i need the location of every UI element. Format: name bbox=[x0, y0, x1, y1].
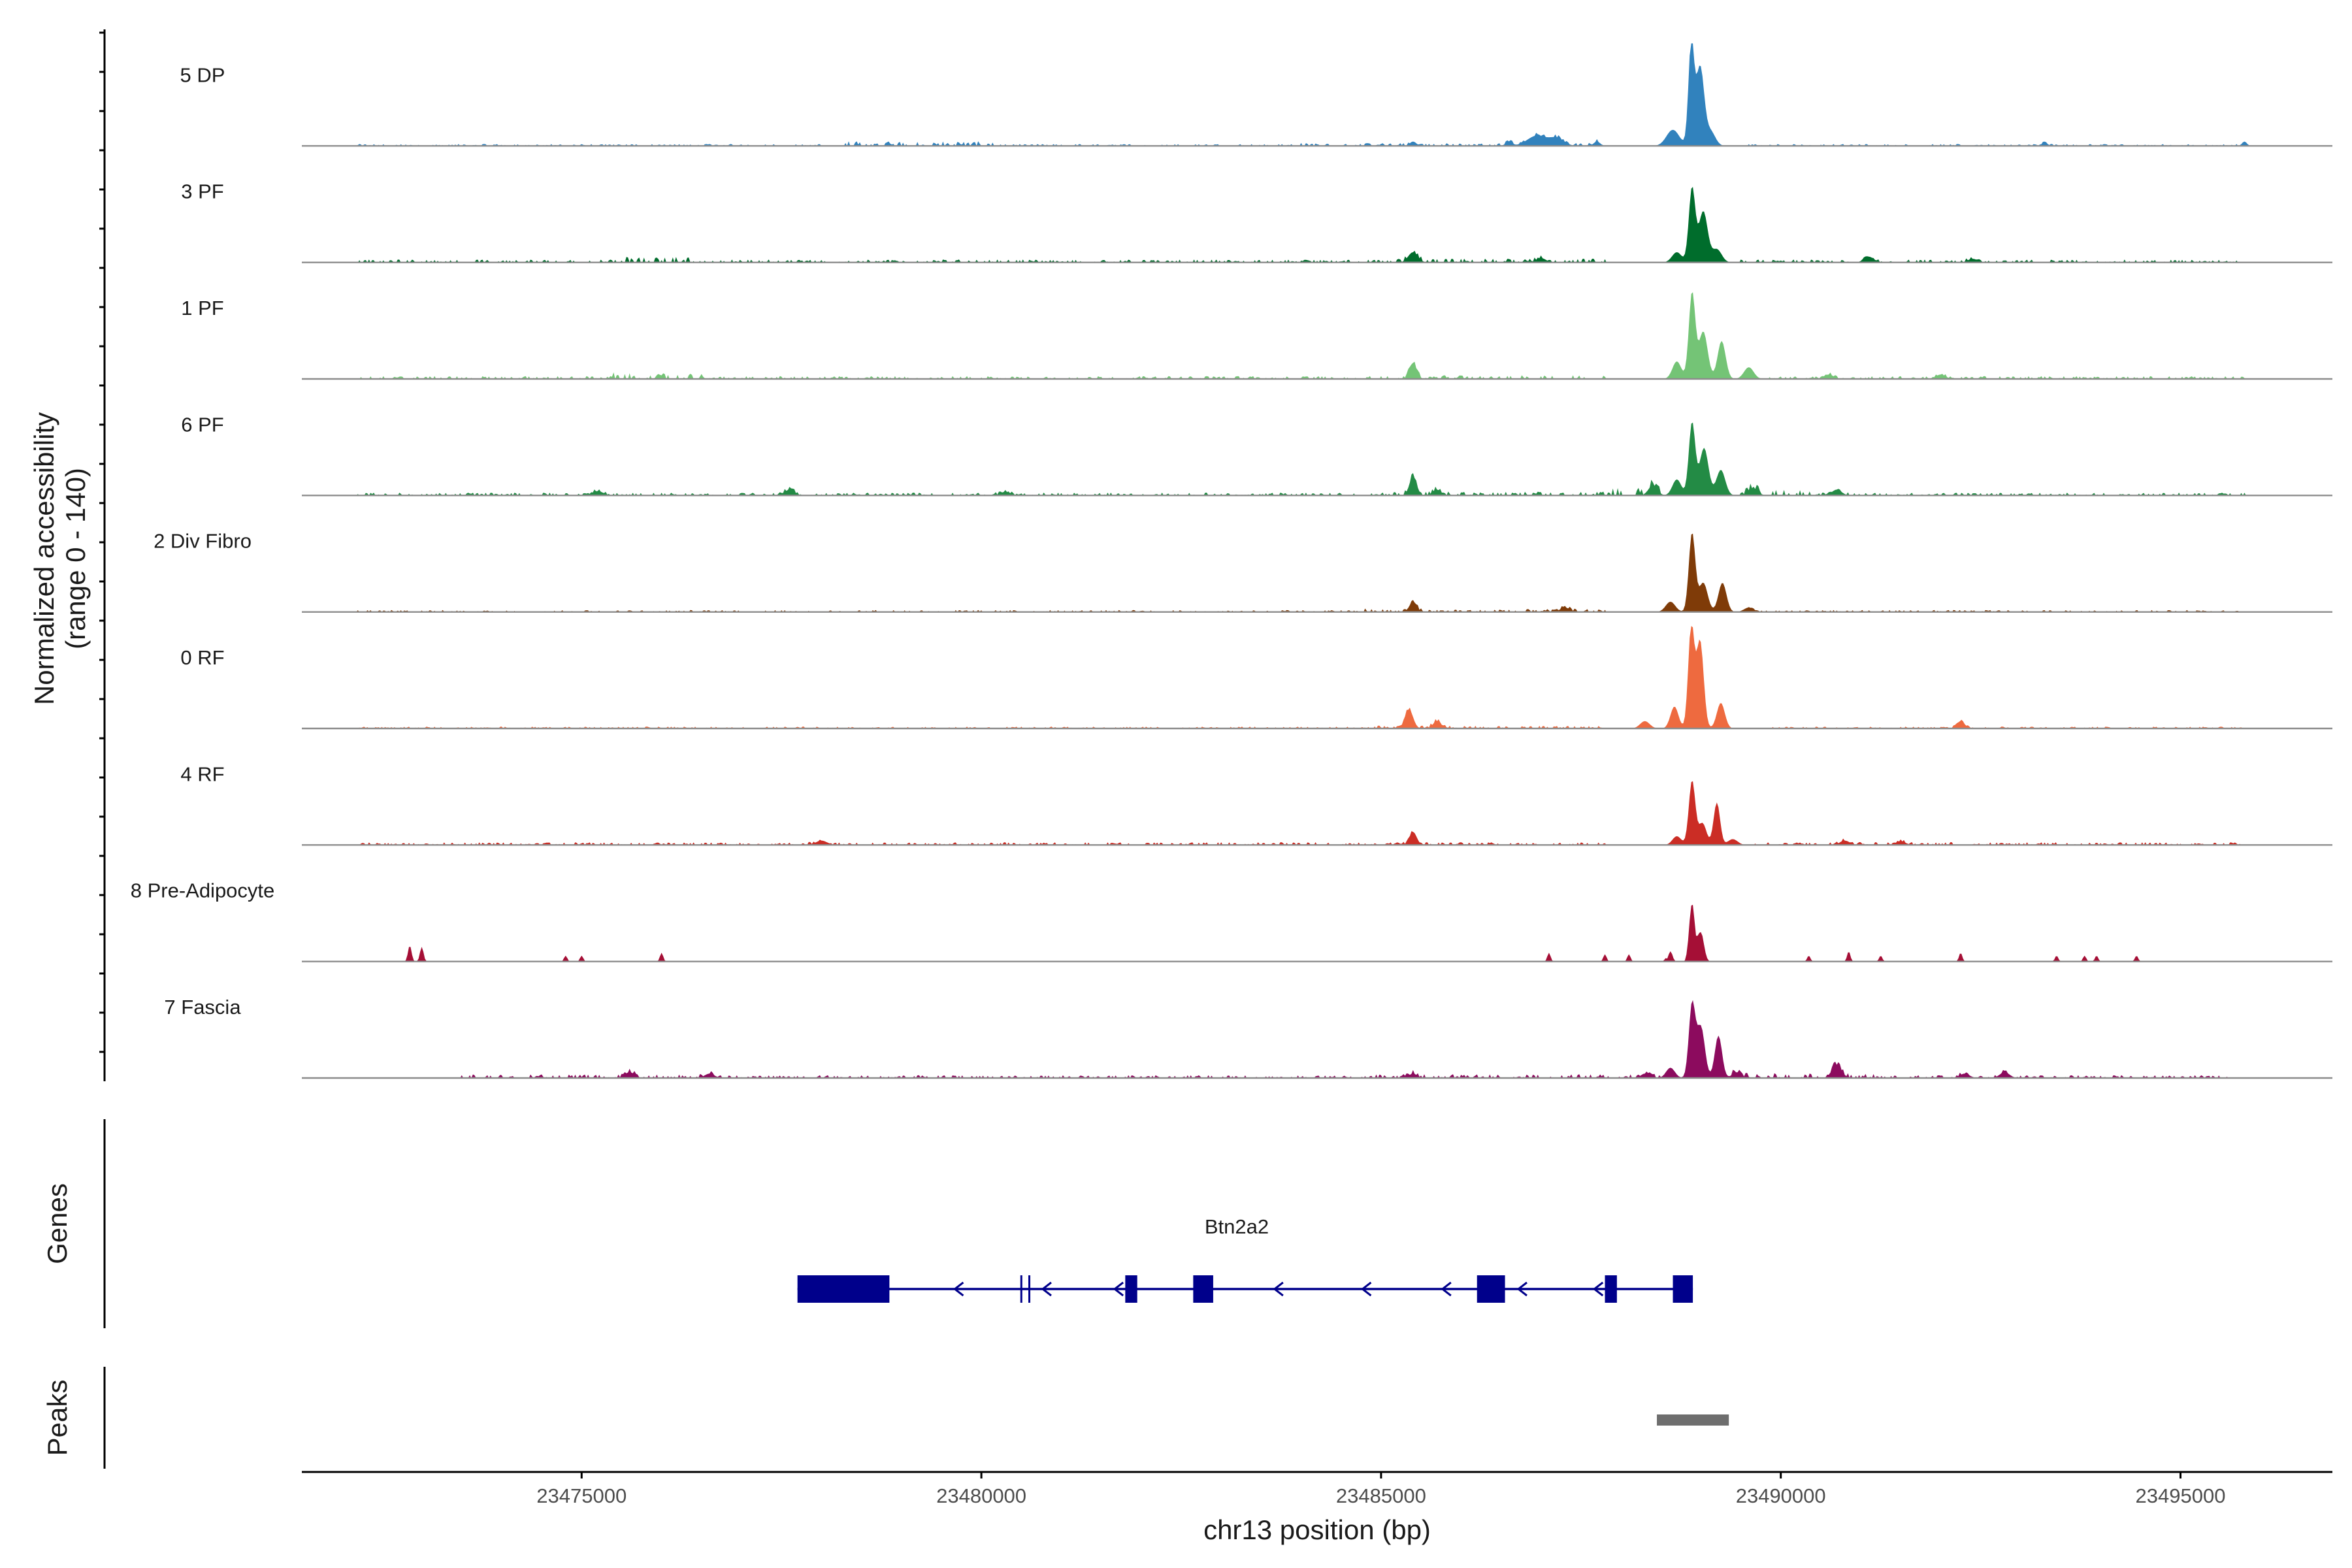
track-label: 7 Fascia bbox=[164, 996, 241, 1019]
track-label: 6 PF bbox=[181, 413, 223, 436]
track-0-rf: 0 RF bbox=[180, 626, 2332, 730]
x-tick-label: 23475000 bbox=[536, 1484, 627, 1507]
x-tick-label: 23480000 bbox=[936, 1484, 1026, 1507]
strand-arrow bbox=[1516, 1281, 1527, 1297]
track-3-pf: 3 PF bbox=[181, 180, 2332, 263]
gene-utr bbox=[797, 1275, 890, 1303]
track-4-rf: 4 RF bbox=[180, 762, 2332, 846]
accessibility-y-ticks bbox=[99, 31, 105, 1053]
peak-region bbox=[1657, 1414, 1729, 1426]
gene-label: Btn2a2 bbox=[1205, 1215, 1269, 1238]
track-1-pf: 1 PF bbox=[181, 292, 2332, 380]
x-tick-label: 23495000 bbox=[2136, 1484, 2226, 1507]
track-8-pre-adipocyte: 8 Pre-Adipocyte bbox=[131, 879, 2332, 962]
strand-arrow bbox=[1441, 1281, 1452, 1297]
peak-track bbox=[1657, 1414, 1729, 1426]
strand-arrow bbox=[953, 1281, 964, 1297]
y-axis-title-line1: Normalized accessibility bbox=[29, 412, 59, 705]
gene-track: Btn2a2 bbox=[797, 1215, 1693, 1303]
coverage-tracks: 5 DP 3 PF 1 PF 6 PF 2 Div Fibro 0 RF 4 RF 8 Pre… bbox=[131, 43, 2332, 1079]
track-label: 0 RF bbox=[180, 646, 224, 669]
track-label: 3 PF bbox=[181, 180, 223, 203]
x-axis-title: chr13 position (bp) bbox=[1203, 1514, 1431, 1545]
track-label: 5 DP bbox=[180, 63, 225, 86]
gene-exon bbox=[1673, 1275, 1693, 1303]
strand-arrow bbox=[1592, 1281, 1604, 1297]
peaks-axis-title: Peaks bbox=[42, 1380, 73, 1456]
strand-arrow bbox=[1113, 1281, 1124, 1297]
gene-exon bbox=[1193, 1275, 1213, 1303]
track-5-dp: 5 DP bbox=[180, 43, 2332, 147]
track-label: 4 RF bbox=[180, 762, 224, 785]
x-tick-label: 23485000 bbox=[1336, 1484, 1426, 1507]
track-7-fascia: 7 Fascia bbox=[164, 996, 2332, 1079]
track-2-div-fibro: 2 Div Fibro bbox=[154, 530, 2332, 613]
track-label: 8 Pre-Adipocyte bbox=[131, 879, 275, 902]
track-label: 2 Div Fibro bbox=[154, 530, 252, 553]
x-axis-ticks: 23475000 23480000 23485000 23490000 23495000 bbox=[536, 1472, 2225, 1507]
x-tick-label: 23490000 bbox=[1736, 1484, 1826, 1507]
y-axis-title-line2: (range 0 - 140) bbox=[60, 468, 91, 649]
genes-axis-title: Genes bbox=[42, 1183, 73, 1264]
strand-arrow bbox=[1041, 1281, 1052, 1297]
track-6-pf: 6 PF bbox=[181, 413, 2332, 497]
track-label: 1 PF bbox=[181, 297, 223, 319]
gene-exon bbox=[1125, 1275, 1137, 1303]
strand-arrow bbox=[1360, 1281, 1372, 1297]
strand-arrow bbox=[1273, 1281, 1284, 1297]
gene-exon bbox=[1477, 1275, 1505, 1303]
gene-exon bbox=[1605, 1275, 1617, 1303]
